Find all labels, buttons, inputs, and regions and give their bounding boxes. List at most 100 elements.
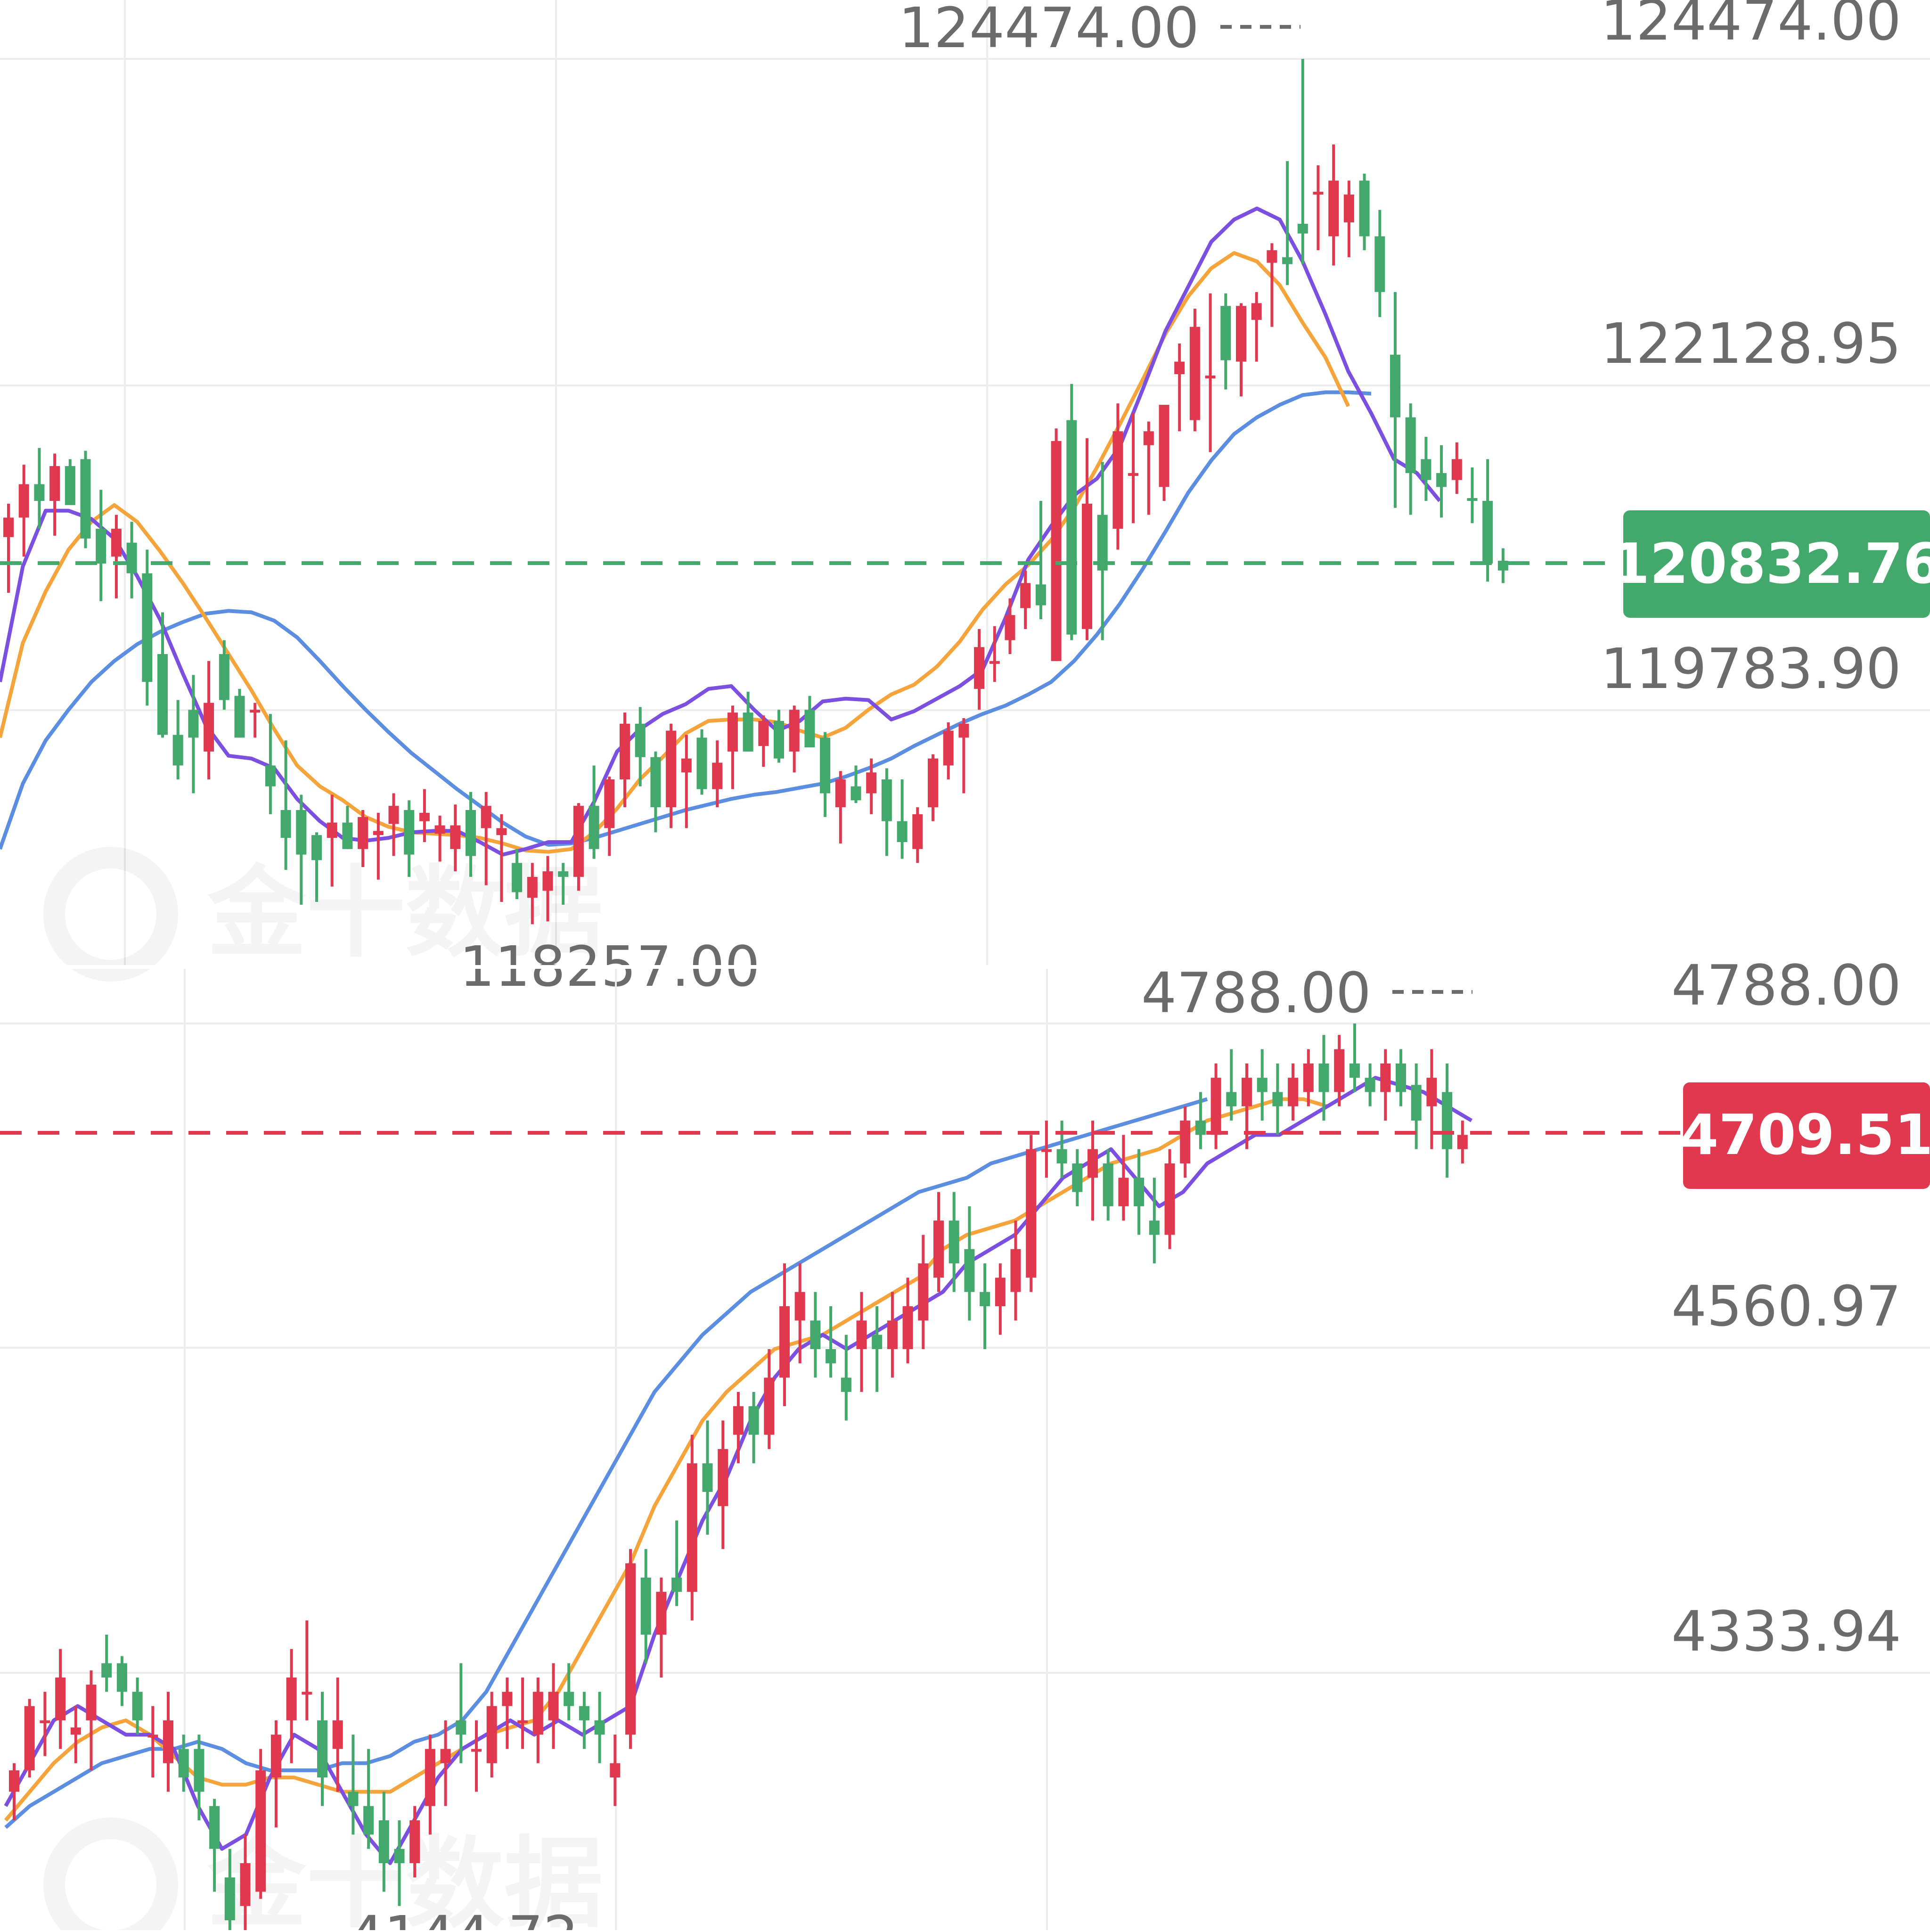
candle-body	[1097, 515, 1108, 571]
candle-body	[620, 723, 630, 780]
candle-body	[589, 806, 599, 849]
candle-body	[764, 1377, 775, 1435]
max-marker: 4788.00	[1141, 960, 1472, 1025]
candle-body	[1288, 1078, 1299, 1106]
candle-body	[373, 831, 384, 835]
candle-body	[881, 779, 892, 821]
candle-body	[918, 1263, 929, 1321]
candle-body	[116, 1663, 127, 1692]
current-price-value: 120832.76	[1611, 531, 1930, 596]
candle-body	[743, 712, 753, 752]
candle-body	[912, 814, 923, 849]
grid-lines	[0, 0, 1930, 965]
candle-body	[810, 1320, 821, 1349]
candle-body	[774, 720, 784, 759]
candle-body	[1451, 459, 1462, 480]
candle-body	[394, 1849, 405, 1863]
candle-body	[502, 1692, 513, 1706]
candle-body	[1405, 417, 1416, 473]
candle-body	[1421, 459, 1431, 480]
ma-short-line	[0, 206, 1441, 857]
candle-body	[1066, 420, 1077, 635]
candle-body	[625, 1563, 636, 1735]
candle-body	[718, 1449, 728, 1506]
candle-body	[1082, 503, 1092, 629]
candle-body	[270, 1735, 281, 1778]
candlesticks	[3, 59, 1508, 925]
candle-body	[1365, 1078, 1375, 1092]
candle-body	[1164, 1163, 1175, 1235]
candle-body	[265, 765, 276, 786]
candle-body	[471, 1749, 482, 1752]
candle-body	[1257, 1078, 1268, 1092]
candle-body	[1313, 191, 1324, 195]
candle-body	[388, 806, 399, 824]
current-price-badge: 4709.51	[1680, 1082, 1930, 1189]
candle-body	[517, 1720, 528, 1723]
watermark-text: 金十数据	[207, 855, 603, 971]
y-axis-labels: 124474.00 122128.95 119783.90	[1601, 0, 1901, 701]
candle-body	[1436, 473, 1447, 487]
candle-body	[70, 1727, 81, 1735]
candle-body	[964, 1249, 975, 1292]
candle-body	[594, 1720, 605, 1735]
candle-body	[1189, 327, 1200, 420]
max-marker: 124474.00	[899, 0, 1300, 60]
candle-body	[142, 573, 153, 682]
candle-body	[1359, 180, 1370, 237]
candle-body	[512, 863, 523, 892]
candle-body	[1056, 1149, 1067, 1163]
candle-body	[378, 1820, 389, 1863]
candle-body	[342, 822, 353, 849]
candle-body	[1390, 354, 1400, 418]
candle-body	[9, 1770, 19, 1792]
candle-body	[1303, 1063, 1314, 1092]
candle-body	[1020, 583, 1031, 608]
candle-body	[1349, 1063, 1360, 1078]
candle-body	[872, 1334, 883, 1349]
candle-body	[126, 542, 137, 573]
candle-body	[1411, 1085, 1422, 1121]
candle-body	[188, 710, 199, 738]
candle-body	[496, 828, 507, 835]
candle-body	[1112, 431, 1123, 529]
candle-body	[178, 1749, 189, 1778]
candle-body	[65, 466, 75, 505]
current-price-value: 4709.51	[1680, 1102, 1930, 1167]
candle-body	[1396, 1063, 1406, 1092]
min-marker: 4144.72	[349, 1904, 579, 1932]
watermark: 金十数据	[43, 1817, 603, 1932]
min-price-label: 4144.72	[349, 1904, 579, 1930]
candle-body	[558, 871, 569, 877]
y-tick-label: 124474.00	[1601, 0, 1901, 53]
candle-body	[450, 825, 461, 849]
candle-body	[943, 730, 954, 766]
candle-body	[1143, 431, 1154, 445]
candle-body	[1041, 1149, 1052, 1152]
candle-body	[564, 1692, 574, 1706]
candle-body	[604, 779, 615, 828]
candle-body	[1103, 1163, 1113, 1206]
candle-body	[1380, 1063, 1391, 1092]
candle-body	[1318, 1063, 1329, 1092]
candle-body	[1497, 561, 1508, 571]
candle-body	[1236, 306, 1246, 362]
candle-body	[1128, 473, 1139, 476]
candle-body	[147, 1735, 158, 1738]
candle-body	[194, 1749, 204, 1792]
candle-body	[481, 806, 491, 828]
candle-body	[327, 822, 337, 838]
candle-body	[1210, 1078, 1221, 1135]
candle-body	[224, 1877, 235, 1921]
panel-divider	[0, 965, 1930, 969]
candle-body	[1220, 306, 1231, 360]
candle-body	[656, 1592, 667, 1635]
candle-body	[363, 1806, 374, 1835]
candle-body	[486, 1706, 497, 1763]
candle-body	[1267, 250, 1277, 263]
watermark: 金十数据	[43, 847, 603, 982]
candle-body	[610, 1763, 621, 1778]
candle-body	[40, 1720, 50, 1723]
candle-body	[80, 459, 91, 539]
